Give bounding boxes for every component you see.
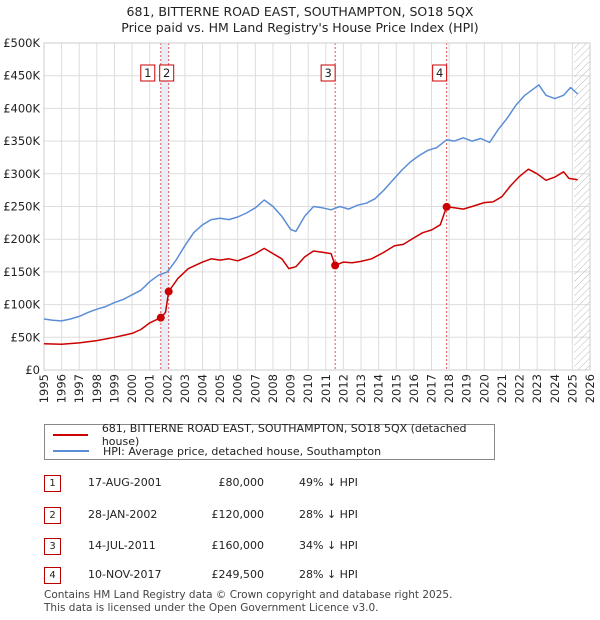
sale-point [331,261,340,270]
x-tick-label: 2018 [442,374,456,403]
grid [43,42,591,371]
x-tick-label: 2008 [266,374,280,403]
x-tick-label: 2022 [513,374,527,403]
x-tick-label: 2017 [424,374,438,403]
shading [160,43,590,370]
sale-label: 4 [436,66,443,80]
legend-swatch-property [53,434,88,436]
x-tick-label: 2001 [143,374,157,403]
y-tick-label: £300K [3,167,40,181]
transaction-hpi-delta: 28% ↓ HPI [299,568,358,581]
sale-point [164,287,173,296]
x-tick-label: 2007 [248,374,262,403]
x-tick-label: 2004 [196,374,210,403]
y-tick-label: £100K [3,298,40,312]
x-tick-label: 2023 [530,374,544,403]
transaction-row: 2 28-JAN-2002 £120,000 28% ↓ HPI [44,507,444,525]
transaction-date: 14-JUL-2011 [88,539,156,552]
transaction-hpi-delta: 34% ↓ HPI [299,539,358,552]
sale-label-box [432,64,448,82]
x-tick-label: 2024 [548,374,562,403]
y-tick-label: £50K [11,330,41,344]
x-tick-label: 2016 [407,374,421,403]
axes: £0 £50K £100K £150K £200K £250K £300K £350K £400… [3,36,597,403]
x-tick-label: 2020 [477,374,491,403]
legend-label-hpi: HPI: Average price, detached house, Sout… [103,444,382,458]
price-chart: £0 £50K £100K £150K £200K £250K £300K £350K £400… [3,36,597,403]
transaction-price: £249,500 [211,568,265,581]
footer-licence: This data is licensed under the Open Gov… [44,602,379,614]
x-tick-label: 1999 [107,374,121,403]
transaction-number: 3 [44,538,61,555]
sale-label: 2 [163,66,170,80]
footer-copyright: Contains HM Land Registry data © Crown c… [44,589,453,601]
sale-point [156,313,165,322]
y-tick-label: £150K [3,265,40,279]
transaction-hpi-delta: 49% ↓ HPI [299,476,358,489]
x-tick-label: 1996 [55,374,69,403]
transaction-row: 4 10-NOV-2017 £249,500 28% ↓ HPI [44,567,444,585]
hpi-series-line [43,84,579,322]
transaction-price: £80,000 [218,476,265,489]
transaction-date: 17-AUG-2001 [88,476,162,489]
x-tick-label: 2005 [213,374,227,403]
x-tick-label: 2009 [284,374,298,403]
x-tick-label: 2010 [301,374,315,403]
x-tick-label: 1995 [37,374,51,403]
plot-border [43,42,591,371]
sale-label: 3 [324,66,331,80]
x-tick-label: 1998 [90,374,104,403]
x-tick-label: 2000 [125,374,139,403]
y-tick-label: £350K [3,134,40,148]
x-tick-label: 1997 [72,374,86,403]
chart-subtitle: Price paid vs. HM Land Registry's House … [121,20,479,35]
y-tick-label: £200K [3,232,40,246]
transaction-price: £160,000 [211,539,265,552]
transaction-hpi-delta: 28% ↓ HPI [299,508,358,521]
hatched-region [574,43,590,370]
transaction-number: 2 [44,507,61,524]
x-tick-label: 2014 [372,374,386,403]
legend-label-property: 681, BITTERNE ROAD EAST, SOUTHAMPTON, SO… [101,422,467,448]
y-tick-label: £500K [3,36,40,50]
y-tick-label: £0 [25,363,40,377]
x-tick-label: 2025 [565,374,579,403]
y-tick-label: £250K [3,200,40,214]
x-tick-label: 2019 [460,374,474,403]
x-tick-label: 2003 [178,374,192,403]
x-tick-label: 2026 [583,374,597,403]
transaction-price: £120,000 [211,508,265,521]
x-tick-label: 2012 [336,374,350,403]
transaction-row: 1 17-AUG-2001 £80,000 49% ↓ HPI [44,475,444,493]
x-tick-label: 2015 [389,374,403,403]
legend-swatch-hpi [53,450,89,452]
x-tick-label: 2013 [354,374,368,403]
sale-label-box [320,64,336,82]
transaction-date: 28-JAN-2002 [88,508,158,521]
legend: 681, BITTERNE ROAD EAST, SOUTHAMPTON, SO… [44,422,495,460]
transaction-row: 3 14-JUL-2011 £160,000 34% ↓ HPI [44,538,444,556]
sale-point [442,202,451,211]
transaction-date: 10-NOV-2017 [88,568,162,581]
chart-title: 681, BITTERNE ROAD EAST, SOUTHAMPTON, SO… [126,4,474,19]
x-tick-label: 2021 [495,374,509,403]
transaction-number: 4 [44,567,61,584]
x-tick-label: 2006 [231,374,245,403]
legend-item-property: 681, BITTERNE ROAD EAST, SOUTHAMPTON, SO… [53,422,494,448]
x-tick-label: 2002 [160,374,174,403]
sale-label: 1 [144,66,151,80]
y-tick-label: £400K [3,101,40,115]
legend-item-hpi: HPI: Average price, detached house, Sout… [53,443,381,459]
x-tick-label: 2011 [319,374,333,403]
sale-label-box [159,64,175,82]
y-tick-label: £450K [3,69,40,83]
sale-label-box [140,64,156,82]
sale-shaded-region [160,43,169,370]
transaction-number: 1 [44,475,61,492]
